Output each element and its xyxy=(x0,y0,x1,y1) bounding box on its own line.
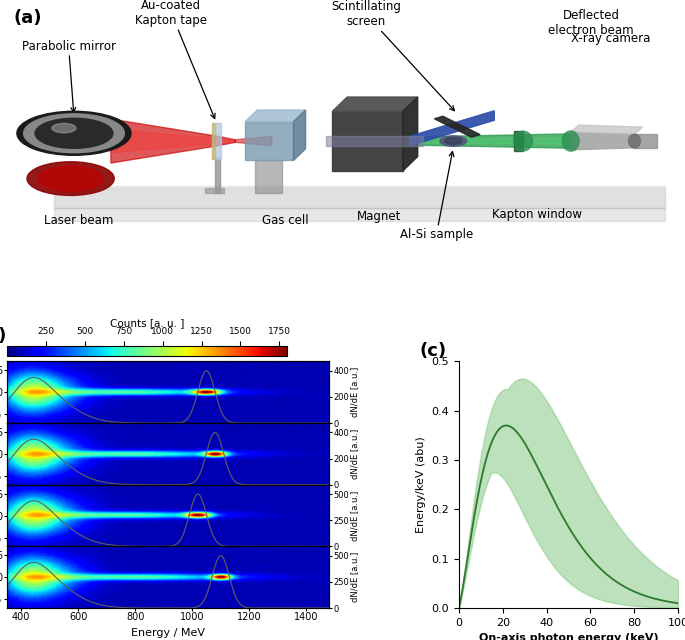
Circle shape xyxy=(27,162,114,195)
Polygon shape xyxy=(414,134,574,148)
Polygon shape xyxy=(332,97,418,111)
X-axis label: Counts [a. u. ]: Counts [a. u. ] xyxy=(110,318,184,328)
Y-axis label: Energy/keV (abu): Energy/keV (abu) xyxy=(416,436,426,533)
Bar xyxy=(245,122,293,161)
Text: (b): (b) xyxy=(0,328,8,346)
Text: (a): (a) xyxy=(14,9,42,27)
Bar xyxy=(332,111,403,171)
Bar xyxy=(633,134,657,148)
Bar xyxy=(325,136,423,146)
Text: Gas cell: Gas cell xyxy=(262,214,309,227)
Y-axis label: dN/dE [a.u.]: dN/dE [a.u.] xyxy=(351,552,360,602)
Ellipse shape xyxy=(628,134,640,148)
Text: Al-Si sample: Al-Si sample xyxy=(400,152,473,241)
Polygon shape xyxy=(54,209,664,221)
Bar xyxy=(256,161,282,193)
Circle shape xyxy=(52,124,76,132)
Polygon shape xyxy=(403,97,418,171)
Ellipse shape xyxy=(562,131,579,151)
Polygon shape xyxy=(54,188,664,209)
Bar xyxy=(212,123,215,159)
Text: Kapton window: Kapton window xyxy=(493,209,582,221)
Y-axis label: dN/dE [a.u.]: dN/dE [a.u.] xyxy=(351,367,360,417)
Polygon shape xyxy=(434,116,480,137)
Circle shape xyxy=(445,138,462,145)
Text: Parabolic mirror: Parabolic mirror xyxy=(22,40,116,112)
Bar xyxy=(205,188,224,193)
Text: Deflected
electron beam: Deflected electron beam xyxy=(548,9,634,37)
Polygon shape xyxy=(571,125,643,134)
Circle shape xyxy=(440,136,466,146)
Text: Au-coated
Kapton tape: Au-coated Kapton tape xyxy=(136,0,215,118)
Text: X-ray camera: X-ray camera xyxy=(571,32,651,45)
Y-axis label: dN/dE [a.u.]: dN/dE [a.u.] xyxy=(351,490,360,541)
Text: Scintillating
screen: Scintillating screen xyxy=(331,1,454,111)
Text: Magnet: Magnet xyxy=(358,210,401,223)
Y-axis label: dN/dE [a.u.]: dN/dE [a.u.] xyxy=(351,429,360,479)
Polygon shape xyxy=(418,138,574,144)
Polygon shape xyxy=(571,132,634,150)
Polygon shape xyxy=(410,111,495,146)
X-axis label: Energy / MeV: Energy / MeV xyxy=(131,628,205,637)
Polygon shape xyxy=(293,110,306,161)
Circle shape xyxy=(23,114,124,153)
Polygon shape xyxy=(245,110,306,122)
Circle shape xyxy=(38,166,103,191)
Bar xyxy=(215,158,221,193)
Polygon shape xyxy=(410,111,495,146)
Text: Laser beam: Laser beam xyxy=(44,214,113,227)
Bar xyxy=(212,123,221,159)
Circle shape xyxy=(35,118,113,148)
Polygon shape xyxy=(111,129,235,153)
Bar xyxy=(514,131,523,151)
Polygon shape xyxy=(111,119,235,163)
Text: (c): (c) xyxy=(420,342,447,360)
Ellipse shape xyxy=(514,131,532,151)
X-axis label: On-axis photon energy (keV): On-axis photon energy (keV) xyxy=(479,633,658,640)
Circle shape xyxy=(17,111,131,156)
Polygon shape xyxy=(235,136,272,146)
